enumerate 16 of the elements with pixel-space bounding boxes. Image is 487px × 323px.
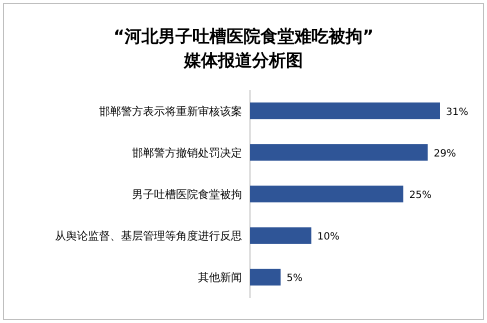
bar <box>250 227 312 244</box>
y-tick-label: 其他新闻 <box>198 271 242 284</box>
bar <box>250 144 428 161</box>
y-tick-label: 邯郸警方表示将重新审核该案 <box>99 104 242 118</box>
data-label: 25% <box>409 190 432 201</box>
chart-title: “河北男子吐槽医院食堂难吃被拘” 媒体报道分析图 <box>113 27 374 71</box>
data-label: 29% <box>434 148 456 160</box>
data-label: 31% <box>446 106 468 118</box>
bar <box>250 102 440 120</box>
y-tick-label: 从舆论监督、基层管理等角度进行反思 <box>55 230 242 243</box>
y-tick-label: 邯郸警方撤销处罚决定 <box>132 146 242 160</box>
bar <box>250 186 404 202</box>
y-tick-label: 男子吐槽医院食堂被拘 <box>132 188 242 201</box>
bar <box>250 268 281 286</box>
data-label: 5% <box>286 273 303 284</box>
data-label: 10% <box>317 232 340 243</box>
